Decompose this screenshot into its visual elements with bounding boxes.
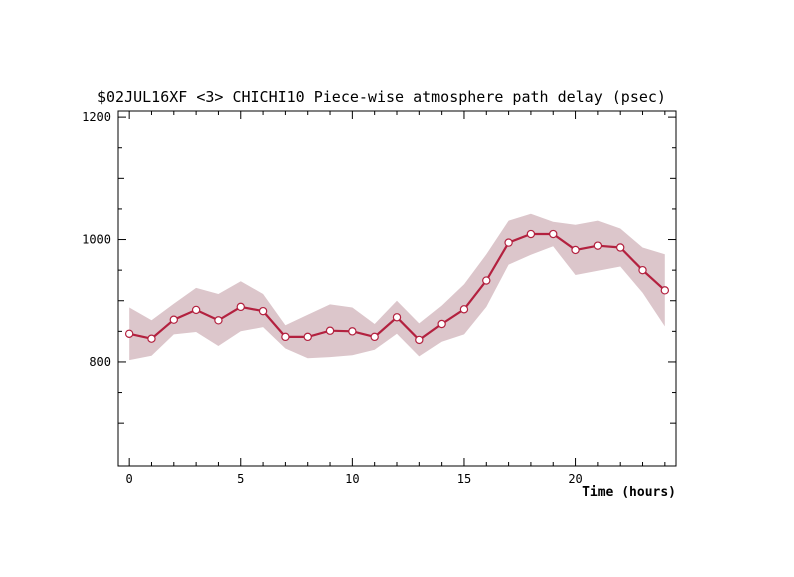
data-point	[616, 243, 625, 252]
chart-title: $02JUL16XF <3> CHICHI10 Piece-wise atmos…	[97, 88, 666, 106]
confidence-band-layer	[129, 213, 665, 361]
x-tick-label: 10	[345, 472, 359, 486]
plot-frame	[117, 110, 677, 467]
x-tick-label: 5	[237, 472, 244, 486]
x-tick-label: 15	[457, 472, 471, 486]
data-point	[660, 286, 670, 295]
data-point	[214, 316, 223, 325]
y-tick-label: 1000	[82, 233, 111, 247]
data-point	[325, 326, 335, 335]
data-point	[258, 306, 268, 316]
data-point	[549, 229, 558, 239]
y-tick-label: 800	[89, 355, 111, 369]
x-axis-label: Time (hours)	[582, 485, 676, 500]
data-points	[124, 229, 670, 345]
data-point	[504, 238, 513, 247]
data-point	[593, 241, 603, 250]
data-point	[370, 332, 379, 342]
data-point	[169, 315, 178, 324]
x-tick-label: 0	[126, 472, 133, 486]
data-point	[415, 335, 424, 345]
x-tick-label: 20	[568, 472, 582, 486]
data-point	[348, 327, 357, 336]
data-point	[392, 313, 402, 322]
data-point	[191, 305, 201, 315]
data-point	[459, 305, 469, 314]
y-tick-label: 1200	[82, 110, 111, 124]
data-point	[482, 276, 491, 285]
data-point	[571, 245, 580, 255]
data-point	[124, 329, 134, 338]
data-point	[437, 319, 446, 329]
data-point	[638, 265, 647, 275]
axis-ticks: 0 5 10 15 20 800 1000 1200	[82, 110, 676, 486]
data-point	[526, 229, 536, 239]
data-point	[303, 332, 312, 342]
uncertainty-band	[129, 213, 665, 361]
data-point	[281, 332, 290, 342]
data-point	[236, 302, 245, 312]
data-point	[147, 334, 156, 343]
